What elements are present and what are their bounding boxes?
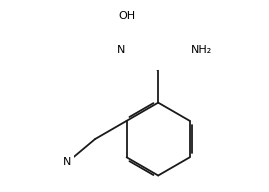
Text: NH₂: NH₂ — [191, 45, 212, 55]
Text: OH: OH — [118, 11, 135, 21]
Text: N: N — [63, 157, 71, 167]
Text: N: N — [117, 45, 125, 55]
